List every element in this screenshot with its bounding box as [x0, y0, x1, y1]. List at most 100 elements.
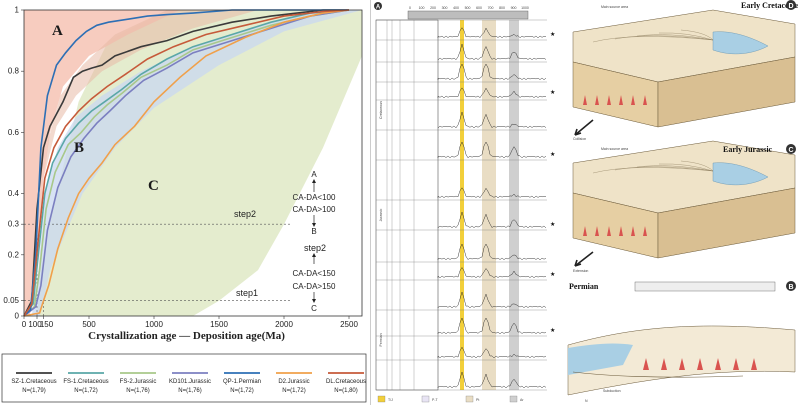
region-label-a: A: [52, 23, 63, 39]
spectrum-curve: [437, 291, 547, 309]
label-b-circle: [786, 281, 796, 291]
legend-swatch: [509, 395, 518, 403]
title-c: Early Jurassic: [723, 145, 773, 154]
annot-mid: B: [311, 227, 316, 236]
x-tick-label: 100: [28, 320, 42, 329]
series-line-5: [23, 9, 349, 317]
period-label: Cretaceous: [379, 101, 383, 119]
x-tick-label: 2500: [340, 320, 358, 329]
legend-name-2: FS-1.Cretaceous: [63, 379, 108, 385]
x-tick-label: 1500: [210, 320, 228, 329]
x-axis-label: Crystallization age — Deposition age(Ma): [88, 330, 285, 342]
series-line-6: [23, 9, 350, 317]
label-d-circle: [786, 0, 796, 10]
legend-label: Pt: [476, 398, 479, 402]
legend-name-5: QP-1.Permian: [223, 379, 261, 385]
block-d-drainage: [636, 34, 714, 41]
legend-box: [1, 353, 367, 403]
block-d-basin: [712, 31, 769, 55]
block-c-intrusion: [583, 226, 587, 236]
spectrum-curve: [437, 43, 547, 61]
star-icon: ★: [550, 151, 555, 158]
x-tick-label: 0: [22, 320, 27, 329]
y-tick-label: 0.2: [8, 250, 20, 259]
permian-ocean: [568, 343, 633, 375]
spectrum-curve: [437, 371, 547, 389]
permian-intrusion: [751, 358, 757, 370]
subduction-label: Subduction: [603, 389, 621, 393]
spectrum-curve: [437, 141, 547, 159]
annot-top: A: [311, 170, 317, 179]
block-c-intrusion: [607, 226, 611, 236]
plot-frame: [23, 9, 363, 317]
legend-name-1: SZ-1.Cretaceous: [11, 379, 56, 385]
permian-intrusion: [679, 358, 685, 370]
age-spectra-figure: A 0 100 200 300 400 500 600 700 800 900 1000 Permian…: [372, 0, 560, 405]
background: [372, 0, 560, 405]
block-d-intrusion: [595, 95, 599, 105]
annot-cond1: CA-DA<100: [293, 193, 336, 202]
top-scale-bar: [407, 10, 529, 20]
legend-n-2: N=(1,72): [74, 388, 98, 394]
block-c-intrusion: [595, 226, 599, 236]
stratigraphic-spectra-panel: A 0 100 200 300 400 500 600 700 800 900 1000 Permian…: [372, 0, 560, 405]
block-d-drainage: [658, 32, 714, 41]
region-overlap: [43, 10, 258, 179]
y-tick-label: 0.4: [8, 189, 20, 198]
star-icon: ★: [550, 271, 555, 278]
star-icon: ★: [550, 221, 555, 228]
star-icon: ★: [550, 89, 555, 96]
top-scale-tick: 900: [511, 6, 517, 10]
y-tick-label: 0.6: [8, 128, 20, 137]
block-c-intrusion: [631, 226, 635, 236]
period-label: Jurassic: [379, 208, 383, 221]
arrowhead: [312, 253, 316, 257]
permian-intrusion: [715, 358, 721, 370]
block-c-intrusion: [643, 226, 647, 236]
series-line-3: [23, 9, 350, 317]
series-line-1: [23, 9, 349, 317]
paleogeography-panel: Early Cretaceous D Early Jurassic C Permian B…: [563, 0, 798, 405]
panel-label-circle: [374, 2, 382, 10]
legend-swatch: [465, 395, 474, 403]
annot-bottom: C: [311, 304, 317, 313]
legend-name-6: D2.Jurassic: [278, 379, 309, 385]
series-line-2: [23, 9, 350, 317]
top-scale-tick: 800: [499, 6, 505, 10]
top-scale-tick: 0: [409, 6, 411, 10]
x-tick-label: 150: [40, 320, 54, 329]
arrowhead: [312, 223, 316, 227]
star-icon: ★: [550, 31, 555, 38]
legend-n-7: N=(1,80): [334, 388, 358, 394]
block-d-intrusion: [619, 95, 623, 105]
star-icon: ★: [550, 327, 555, 334]
spectrum-curve: [437, 267, 547, 279]
top-scale-tick: 600: [476, 6, 482, 10]
legend-n-6: N=(1,72): [282, 388, 306, 394]
block-d-drainage: [614, 35, 714, 41]
legend-swatch: [377, 395, 386, 403]
y-tick-label: 0.05: [3, 296, 19, 305]
title-d: Early Cretaceous: [741, 1, 798, 10]
permian-intrusion: [661, 358, 667, 370]
spectrum-curve: [437, 346, 547, 359]
region-a: [24, 10, 180, 316]
spectrum-curve: [437, 317, 547, 335]
panel-label: A: [376, 4, 381, 10]
legend-name-4: KD101.Jurassic: [169, 379, 211, 385]
top-scale-tick: 500: [465, 6, 471, 10]
annot-step2-right: step2: [304, 243, 326, 253]
block-c-drainage: [592, 167, 714, 174]
annot-step1: step1: [236, 288, 258, 298]
block-d-drainage: [592, 36, 714, 43]
x-tick-label: 500: [82, 320, 96, 329]
extension-label: Extension: [573, 269, 588, 273]
top-scale-tick: 400: [453, 6, 459, 10]
legend-name-3: FS-2.Jurassic: [120, 379, 157, 385]
block-c-drainage: [636, 165, 714, 172]
block-d-intrusion: [643, 95, 647, 105]
cumulative-chart-panel: 0 100 150 500 1000 1500 2000 2500 0 0.05 0.2 0.3 0.4…: [0, 0, 371, 405]
permian-intrusion: [733, 358, 739, 370]
x-tick-label: 1000: [145, 320, 163, 329]
spectrum-curve: [437, 243, 547, 261]
